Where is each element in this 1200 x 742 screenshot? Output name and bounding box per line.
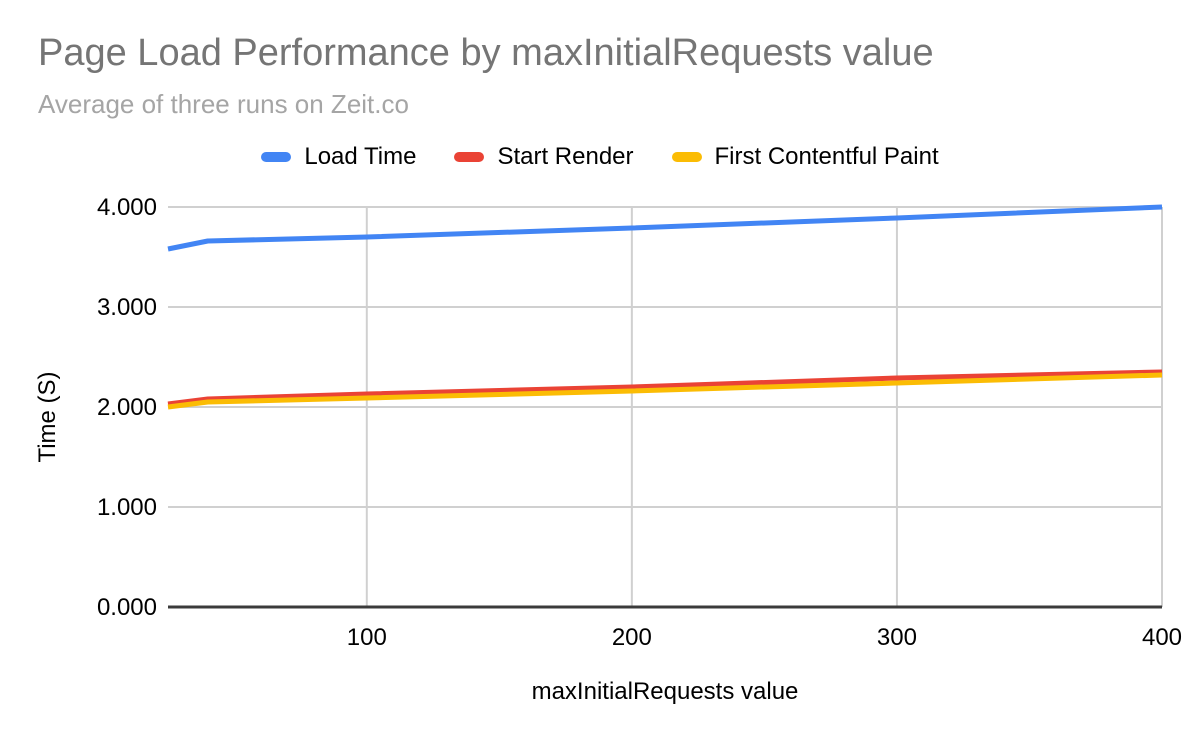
- legend-item-first-contentful-paint: First Contentful Paint: [671, 143, 939, 171]
- y-tick-label: 3.000: [97, 294, 157, 321]
- legend-swatch-icon: [454, 152, 485, 162]
- chart-title: Page Load Performance by maxInitialReque…: [38, 32, 934, 74]
- legend-item-start-render: Start Render: [454, 143, 634, 171]
- chart-subtitle: Average of three runs on Zeit.co: [38, 89, 409, 119]
- legend-swatch-icon: [671, 152, 702, 162]
- y-tick-label: 0.000: [97, 594, 157, 621]
- legend-label: Start Render: [497, 143, 634, 170]
- x-tick-label: 300: [877, 624, 917, 651]
- y-axis-title: Time (S): [34, 371, 61, 463]
- series-line-start-render: [167, 369, 1163, 407]
- legend-item-load-time: Load Time: [261, 143, 416, 171]
- x-tick-label: 400: [1142, 624, 1182, 651]
- legend-label: First Contentful Paint: [714, 143, 939, 170]
- x-tick-label: 100: [347, 624, 387, 651]
- series-line-first-contentful-paint: [167, 372, 1163, 410]
- legend-label: Load Time: [304, 143, 417, 170]
- y-tick-label: 4.000: [97, 194, 157, 221]
- y-tick-label: 1.000: [97, 494, 157, 521]
- legend-swatch-icon: [261, 152, 292, 162]
- chart-legend: Load Time Start Render First Contentful Pa…: [0, 143, 1200, 171]
- x-tick-label: 200: [612, 624, 652, 651]
- series-line-load-time: [167, 204, 1163, 252]
- y-tick-label: 2.000: [97, 394, 157, 421]
- x-axis-title: maxInitialRequests value: [531, 678, 799, 705]
